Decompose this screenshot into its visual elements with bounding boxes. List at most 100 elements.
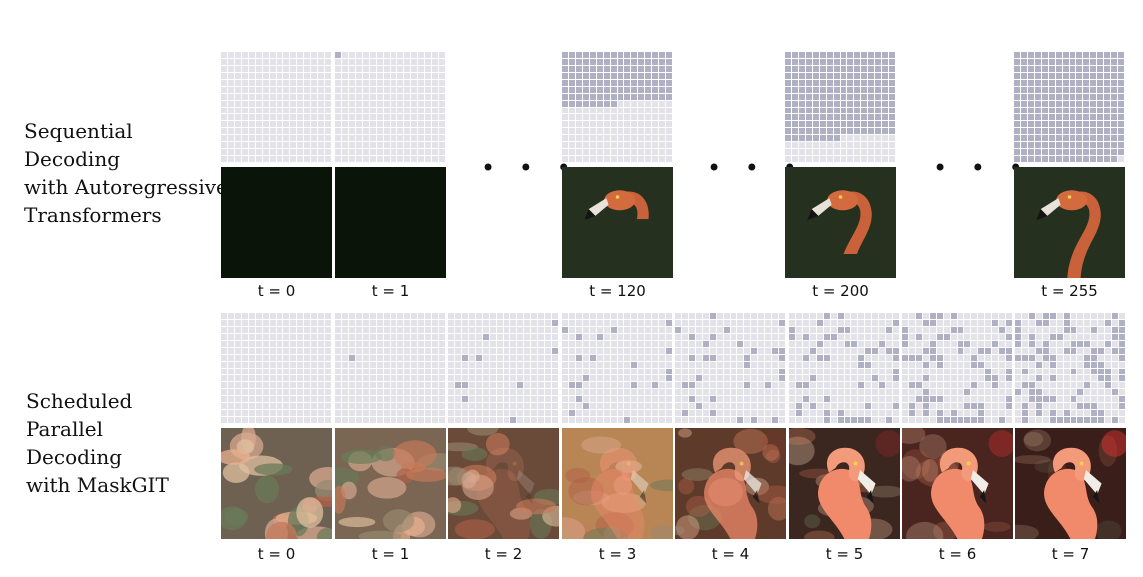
masked-token (248, 382, 255, 389)
filled-token (868, 93, 875, 100)
filled-token (596, 93, 603, 100)
masked-token (418, 65, 425, 72)
masked-token (908, 347, 915, 354)
masked-token (355, 93, 362, 100)
masked-token (929, 368, 936, 375)
masked-token (411, 93, 418, 100)
masked-token (575, 403, 582, 410)
filled-token (709, 396, 716, 403)
maskgit-step-label: t = 4 (711, 545, 750, 563)
filled-token (908, 354, 915, 361)
masked-token (830, 347, 837, 354)
filled-token (1020, 93, 1027, 100)
masked-token (666, 313, 672, 319)
masked-token (376, 368, 383, 375)
masked-token (950, 389, 957, 396)
masked-token (335, 403, 341, 410)
filled-token (1027, 156, 1034, 162)
masked-token (886, 340, 893, 347)
masked-token (448, 313, 454, 319)
filled-token (1069, 72, 1076, 79)
masked-token (964, 326, 971, 333)
masked-token (531, 403, 538, 410)
masked-token (603, 361, 610, 368)
masked-token (255, 156, 262, 162)
masked-token (610, 142, 617, 149)
masked-token (369, 107, 376, 114)
masked-token (461, 333, 468, 340)
maskgit-step-label: t = 5 (825, 545, 864, 563)
masked-token (221, 128, 227, 135)
masked-token (893, 333, 899, 340)
masked-token (1112, 375, 1119, 382)
masked-token (283, 93, 290, 100)
ellipsis: • • • (933, 154, 1031, 182)
masked-token (454, 326, 461, 333)
masked-token (645, 313, 652, 319)
masked-token (283, 417, 290, 423)
masked-token (234, 313, 241, 319)
masked-token (893, 361, 899, 368)
masked-token (765, 389, 772, 396)
masked-token (304, 340, 311, 347)
masked-token (517, 403, 524, 410)
masked-token (404, 121, 411, 128)
masked-token (439, 389, 445, 396)
masked-token (318, 417, 325, 423)
masked-token (221, 79, 227, 86)
masked-token (666, 389, 672, 396)
masked-token (902, 347, 908, 354)
masked-token (311, 403, 318, 410)
filled-token (610, 52, 617, 58)
masked-token (397, 107, 404, 114)
masked-token (688, 347, 695, 354)
masked-token (404, 107, 411, 114)
filled-token (603, 72, 610, 79)
masked-token (335, 65, 341, 72)
filled-token (922, 389, 929, 396)
masked-token (418, 135, 425, 142)
masked-token (716, 368, 723, 375)
masked-token (652, 361, 659, 368)
masked-token (221, 86, 227, 93)
filled-token (666, 368, 672, 375)
filled-token (1049, 361, 1056, 368)
masked-token (638, 135, 645, 142)
masked-token (439, 368, 445, 375)
filled-token (1041, 93, 1048, 100)
masked-token (404, 58, 411, 65)
masked-token (341, 403, 348, 410)
masked-token (638, 156, 645, 162)
masked-token (362, 313, 369, 319)
masked-token (943, 368, 950, 375)
masked-token (1105, 396, 1112, 403)
filled-token (854, 65, 861, 72)
masked-token (652, 114, 659, 121)
filled-token (1055, 128, 1062, 135)
masked-token (276, 333, 283, 340)
masked-token (723, 417, 730, 423)
filled-token (1021, 382, 1028, 389)
masked-token (524, 417, 531, 423)
masked-token (659, 100, 666, 107)
masked-token (1077, 396, 1084, 403)
masked-token (425, 156, 432, 162)
masked-token (297, 396, 304, 403)
masked-token (290, 121, 297, 128)
filled-token (575, 65, 582, 72)
filled-token (1014, 156, 1020, 162)
masked-token (659, 417, 666, 423)
masked-token (879, 417, 886, 423)
masked-token (552, 326, 558, 333)
masked-token (221, 326, 227, 333)
masked-token (659, 313, 666, 319)
masked-token (751, 354, 758, 361)
masked-token (617, 121, 624, 128)
masked-token (568, 149, 575, 156)
masked-token (241, 417, 248, 423)
masked-token (234, 354, 241, 361)
masked-token (545, 389, 552, 396)
maskgit-step-label: t = 7 (1051, 545, 1090, 563)
filled-token (812, 58, 819, 65)
masked-token (833, 149, 840, 156)
